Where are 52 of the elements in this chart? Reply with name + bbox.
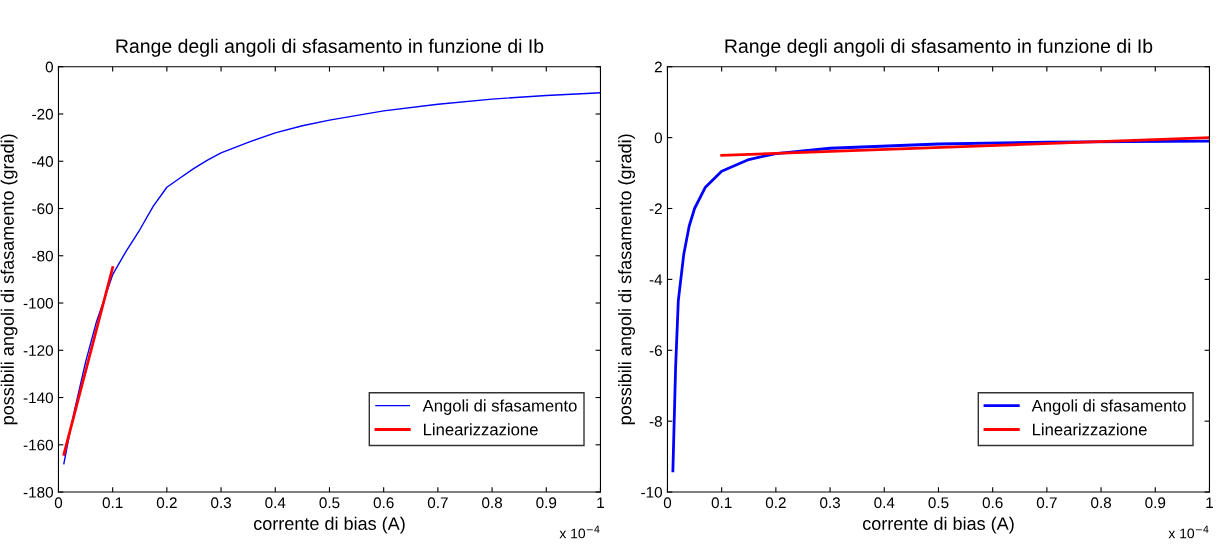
legend-label: Angoli di sfasamento [1031, 399, 1186, 415]
x-tick-label: 0.4 [874, 497, 895, 509]
x-tick-label: 0.6 [982, 497, 1003, 509]
y-tick-label: 2 [654, 61, 662, 73]
chart-title: Range degli angoli di sfasamento in funzione di Ib [116, 38, 544, 57]
y-tick-label: -20 [32, 108, 54, 120]
x-tick-label: 0.2 [765, 497, 786, 509]
x-tick-label: 0.9 [1145, 497, 1166, 509]
y-tick-label: -180 [23, 486, 54, 498]
text: x 10$^{−4}$ [1168, 525, 1209, 539]
x-tick-label: 0 [54, 497, 63, 509]
x-axis-title: corrente di bias (A) [862, 516, 1014, 534]
x-tick-label: 1 [597, 497, 604, 508]
x-tick-label: 0.7 [427, 497, 448, 509]
y-tick-label: -140 [23, 392, 54, 404]
x-tick-label: 0.2 [156, 497, 177, 509]
line-series [63, 92, 601, 465]
text: x 10$^{−4}$ [559, 525, 600, 539]
y-tick-label: -10 [641, 486, 663, 498]
y-axis-title: possibili angoli di sfasamento (gradi) [0, 134, 18, 425]
x-tick-label: 0.7 [1036, 497, 1057, 509]
y-tick-label: -120 [23, 345, 54, 356]
x-tick-label: 0.1 [102, 497, 123, 509]
y-tick-label: -40 [32, 156, 54, 167]
legend-label: Angoli di sfasamento [422, 399, 577, 415]
legend-label: Linearizzazione [1033, 423, 1147, 436]
y-tick-label: -2 [649, 203, 662, 215]
x-tick-label: 0.3 [211, 497, 232, 509]
y-tick-label: -80 [32, 250, 54, 262]
x-tick-label: 0.1 [711, 497, 732, 509]
x-tick-label: 0.8 [482, 497, 503, 509]
x-tick-label: 1 [1206, 497, 1213, 508]
y-tick-label: -6 [649, 345, 662, 356]
x-tick-label: 0.5 [319, 497, 340, 509]
x-tick-label: 0.6 [373, 497, 394, 509]
legend-label: Linearizzazione [424, 423, 538, 436]
x-tick-label: 0.5 [928, 497, 949, 509]
y-tick-label: 0 [654, 132, 663, 144]
y-tick-label: -4 [649, 274, 663, 285]
chart-title: Range degli angoli di sfasamento in funzione di Ib [725, 38, 1153, 57]
y-tick-label: -8 [649, 416, 662, 427]
x-tick-label: 0.3 [820, 497, 841, 509]
x-tick-label: 0.4 [265, 497, 286, 509]
x-tick-label: 0 [663, 497, 672, 509]
y-tick-label: -160 [23, 439, 54, 451]
x-tick-label: 0.9 [536, 497, 557, 509]
x-tick-label: 0.8 [1091, 497, 1112, 509]
y-tick-label: -60 [32, 203, 54, 215]
y-tick-label: -100 [23, 297, 54, 309]
x-axis-title: corrente di bias (A) [253, 516, 405, 534]
y-tick-label: 0 [45, 61, 54, 73]
y-axis-title: possibili angoli di sfasamento (gradi) [618, 134, 635, 425]
